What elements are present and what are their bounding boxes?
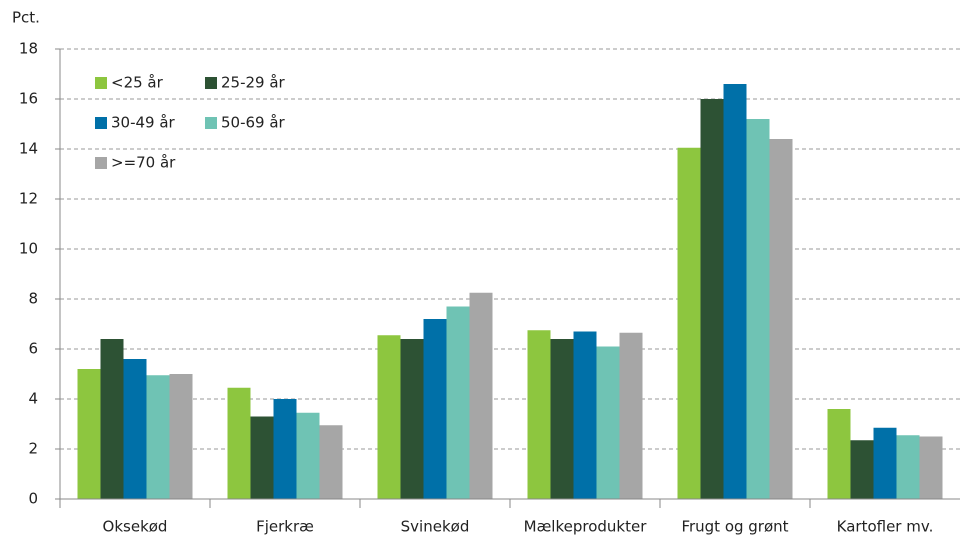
bar (619, 332, 643, 499)
bar (596, 346, 620, 499)
legend-label: >=70 år (111, 154, 176, 172)
bar (123, 359, 147, 499)
legend-swatch (205, 117, 217, 129)
bar (827, 409, 851, 499)
bar (446, 306, 470, 499)
y-tick-label: 8 (28, 290, 38, 308)
y-tick-label: 6 (28, 340, 38, 358)
bar (377, 335, 401, 499)
x-tick-label: Mælkeprodukter (524, 518, 648, 535)
bar (273, 399, 297, 499)
bar (723, 84, 747, 499)
legend-swatch (95, 117, 107, 129)
x-tick-label: Oksekød (103, 518, 168, 535)
bar (896, 435, 920, 499)
bar (423, 319, 447, 499)
y-tick-label: 12 (19, 190, 38, 208)
legend-label: 50-69 år (221, 114, 286, 132)
bar (573, 331, 597, 499)
y-tick-label: 10 (19, 240, 38, 258)
legend-swatch (95, 77, 107, 89)
bar (527, 330, 551, 499)
bar (319, 425, 343, 499)
bar (677, 147, 701, 499)
x-tick-label: Fjerkræ (256, 518, 314, 535)
legend-label: <25 år (111, 74, 164, 92)
bar (100, 339, 124, 499)
legend-label: 30-49 år (111, 114, 176, 132)
y-tick-label: 16 (19, 90, 38, 108)
bar (769, 139, 793, 499)
bar (746, 119, 770, 499)
bar (873, 427, 897, 499)
legend-label: 25-29 år (221, 74, 286, 92)
y-tick-label: 0 (28, 490, 38, 508)
y-tick-label: 14 (19, 140, 38, 158)
legend-swatch (95, 157, 107, 169)
bar (919, 436, 943, 499)
bar (227, 387, 251, 499)
y-tick-label: 18 (19, 40, 38, 58)
bar (146, 375, 170, 499)
y-axis-label: Pct. (12, 9, 40, 27)
y-tick-label: 2 (28, 440, 38, 458)
x-tick-label: Frugt og grønt (681, 518, 788, 535)
bar (169, 374, 193, 499)
bar (400, 339, 424, 499)
bar (550, 339, 574, 499)
x-tick-label: Kartofler mv. (837, 518, 934, 535)
x-tick-label: Svinekød (401, 518, 470, 535)
legend-swatch (205, 77, 217, 89)
bar (77, 369, 101, 499)
bar (250, 416, 274, 499)
bar (850, 440, 874, 499)
bar (469, 292, 493, 499)
y-tick-label: 4 (28, 390, 38, 408)
bar (700, 99, 724, 499)
bar (296, 412, 320, 499)
